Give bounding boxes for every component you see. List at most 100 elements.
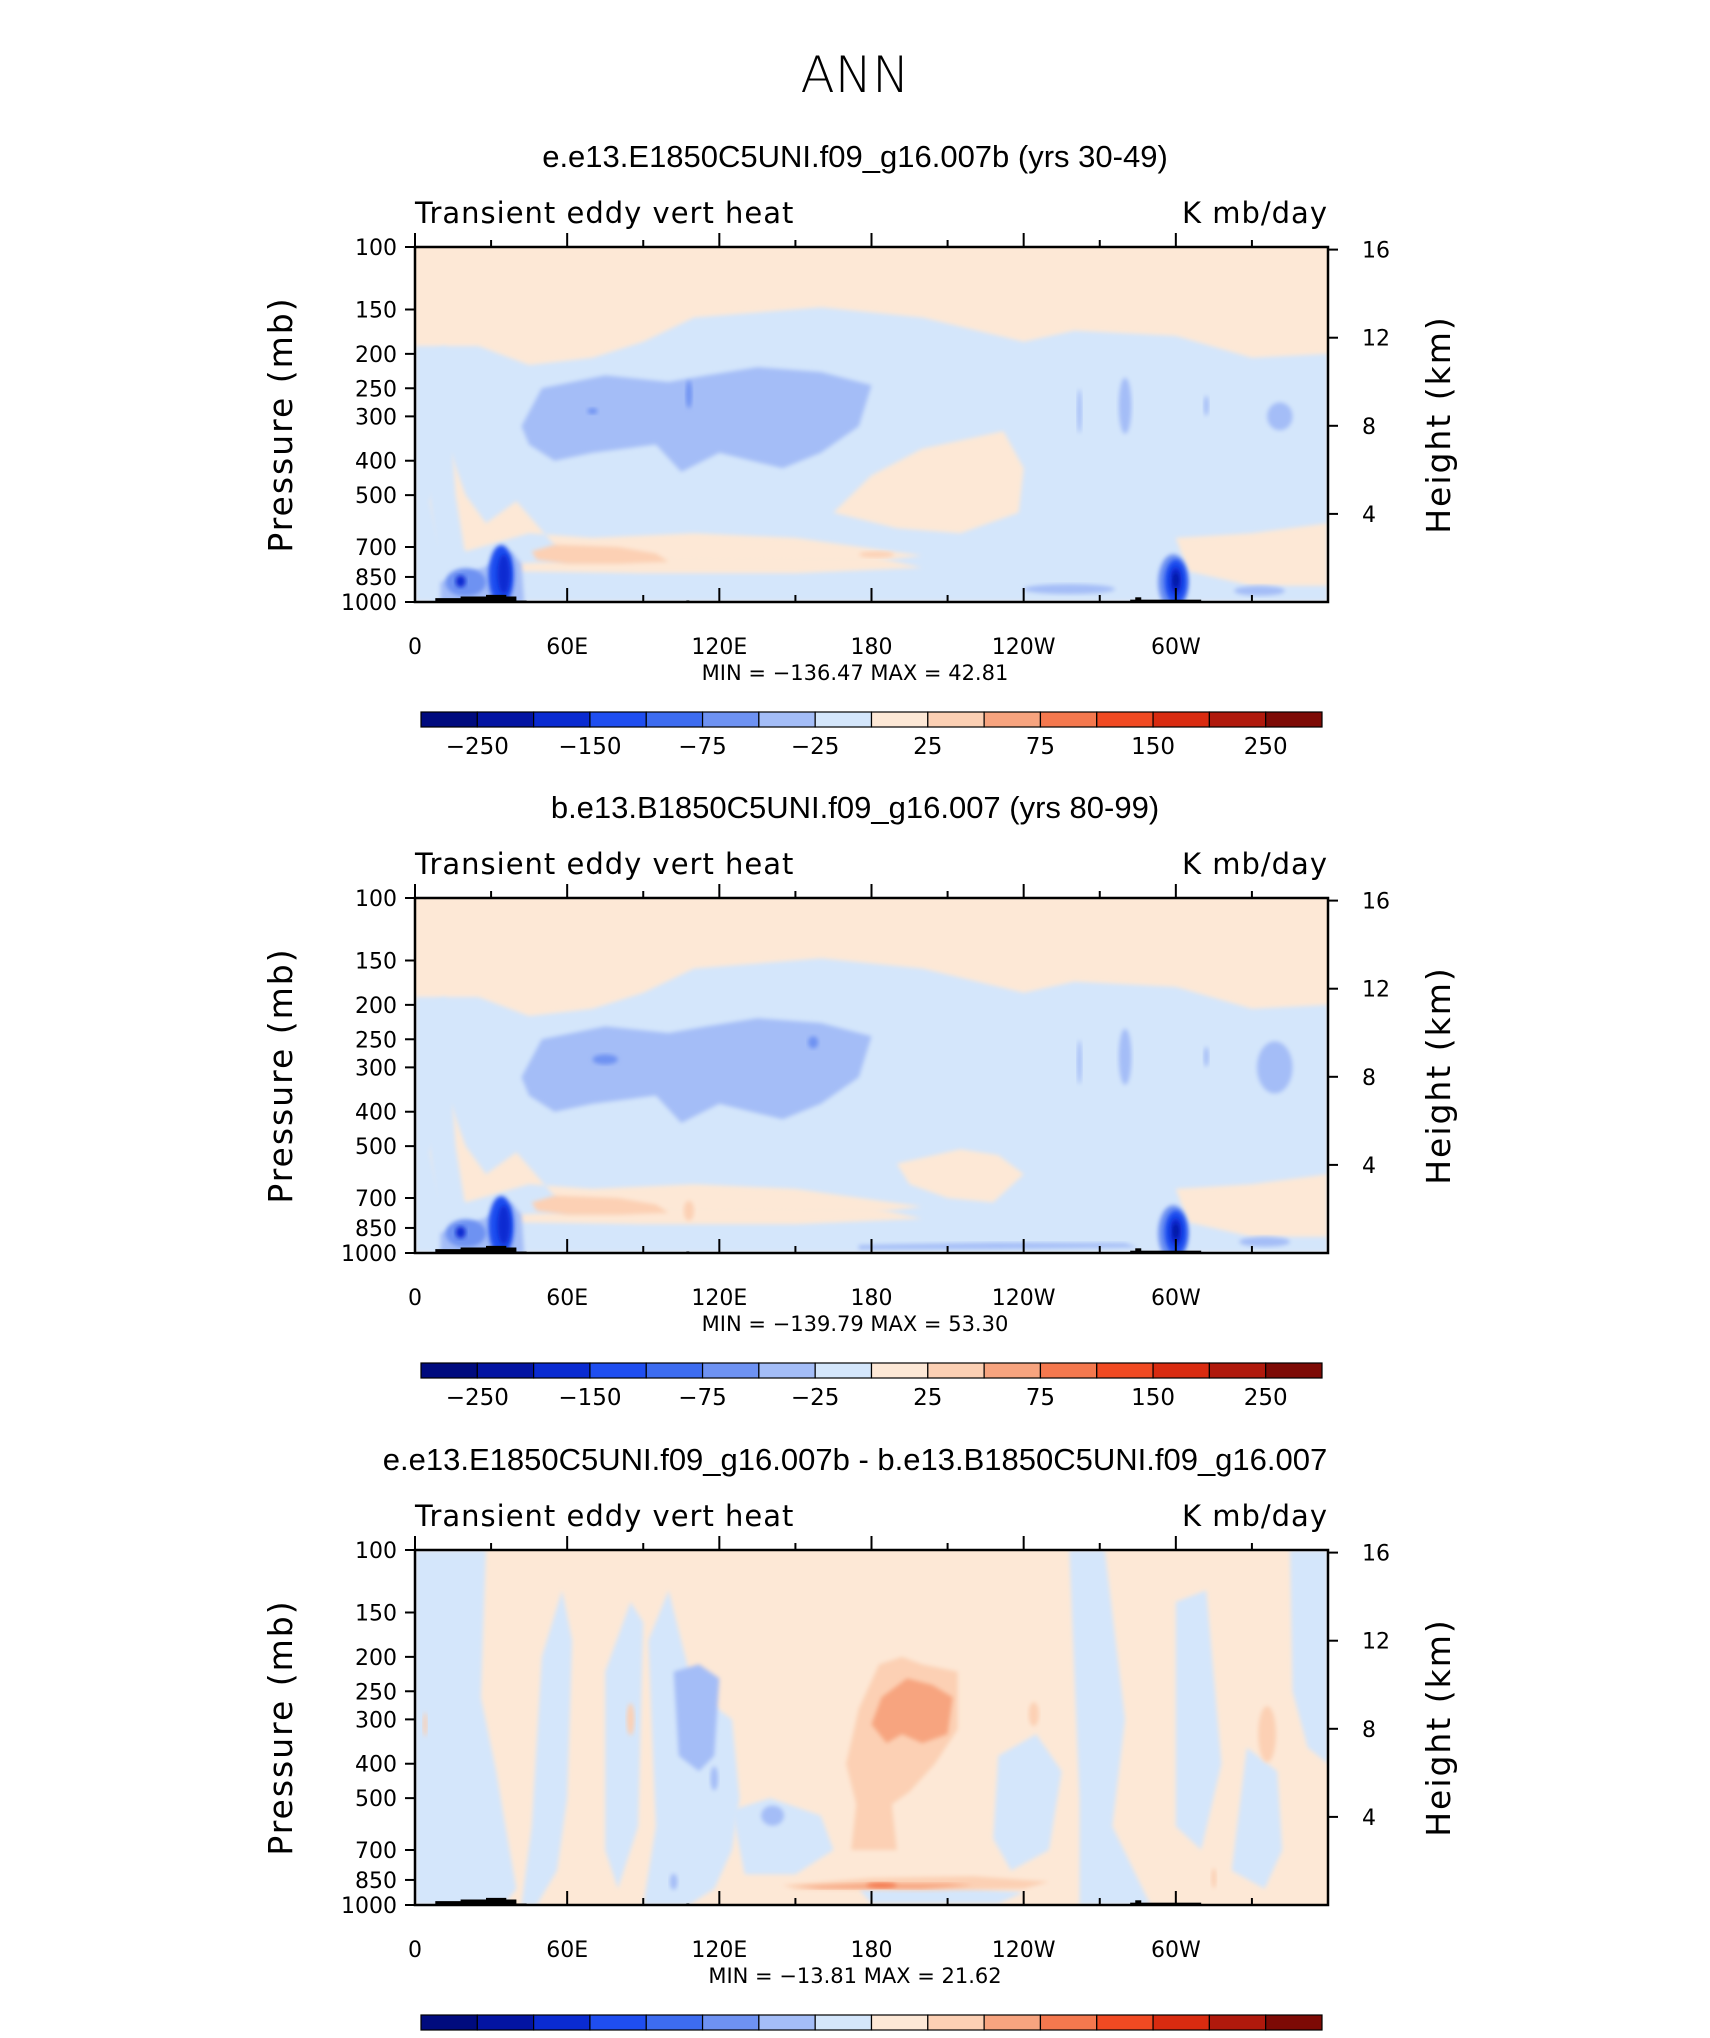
colorbar-label: −250	[446, 1385, 509, 1411]
panel-title: b.e13.B1850C5UNI.f09_g16.007 (yrs 80-99)	[551, 790, 1159, 825]
contour-region	[993, 1734, 1062, 1871]
y-tick-label: 250	[355, 1680, 397, 1705]
terrain-mask	[1135, 1900, 1142, 1905]
x-tick-label: 60W	[1151, 1938, 1201, 1963]
min-max-stats: MIN = −13.81 MAX = 21.62	[708, 1964, 1001, 1988]
y-tick-label: 200	[355, 1646, 397, 1671]
figure-title: ANN	[800, 46, 909, 104]
x-tick-label: 120W	[992, 635, 1056, 660]
contour-region	[710, 1766, 719, 1791]
contour-region	[445, 568, 487, 597]
contour-region	[1118, 377, 1132, 434]
x-tick-label: 180	[851, 635, 893, 660]
contour-region	[858, 1242, 1138, 1250]
colorbar-box	[983, 2014, 1042, 2031]
y-tick-label: 1000	[341, 1242, 397, 1267]
colorbar-box	[645, 711, 704, 728]
colorbar-box	[1265, 711, 1323, 728]
y-tick-label: 200	[355, 343, 397, 368]
colorbar-label: 150	[1131, 1385, 1175, 1411]
contour-region	[1267, 402, 1293, 431]
colorbar-label: −25	[791, 734, 840, 760]
contour-region	[833, 431, 1024, 534]
colorbar-box	[927, 1362, 985, 1379]
contour-region	[673, 1664, 720, 1772]
y2-tick-label: 8	[1362, 415, 1376, 440]
contour-region	[685, 380, 692, 409]
contour-region	[521, 1018, 872, 1123]
colorbar-box	[1039, 1362, 1098, 1379]
colorbar-box	[1265, 2014, 1323, 2031]
colorbar-box	[420, 1362, 478, 1379]
y-tick-label: 400	[355, 1101, 397, 1126]
right-string: K mb/day	[1182, 196, 1328, 230]
colorbar-box	[420, 2014, 478, 2031]
contour-region	[1290, 1550, 1328, 1764]
contour-region	[445, 1219, 487, 1248]
y-tick-label: 500	[355, 1787, 397, 1812]
colorbar-box	[420, 711, 478, 728]
y2-tick-label: 4	[1362, 1154, 1376, 1179]
contour-region	[497, 554, 511, 595]
min-max-stats: MIN = −139.79 MAX = 53.30	[702, 1312, 1009, 1336]
colorbar-box	[1265, 1362, 1323, 1379]
contour-region	[425, 997, 466, 1253]
contour-region	[1234, 585, 1285, 596]
contour-region	[1211, 1868, 1217, 1889]
y-tick-label: 150	[355, 1602, 397, 1627]
y2-tick-label: 4	[1362, 503, 1376, 528]
contour-region	[1175, 1590, 1222, 1850]
colorbar-box	[870, 2014, 929, 2031]
y-tick-label: 400	[355, 450, 397, 475]
x-tick-label: 120E	[691, 635, 747, 660]
x-tick-label: 180	[851, 1938, 893, 1963]
colorbar-box	[701, 1362, 760, 1379]
colorbar-box	[589, 1362, 647, 1379]
x-tick-label: 0	[408, 1286, 422, 1311]
y-tick-label: 700	[355, 536, 397, 561]
colorbar-box	[645, 2014, 704, 2031]
contour-region	[1077, 389, 1082, 434]
colorbar-box	[1208, 1362, 1267, 1379]
x-tick-label: 60E	[546, 635, 588, 660]
contour-region	[1175, 1174, 1328, 1237]
left-string: Transient eddy vert heat	[414, 847, 794, 881]
contour-region	[1172, 572, 1179, 589]
colorbar-label: 75	[1026, 734, 1055, 760]
colorbar-box	[1208, 711, 1267, 728]
y-tick-label: 100	[355, 236, 397, 261]
y-tick-label: 150	[355, 299, 397, 324]
x-tick-label: 60W	[1151, 1286, 1201, 1311]
contour-region	[455, 575, 466, 588]
contour-region	[455, 1226, 466, 1239]
contour-region	[669, 1873, 678, 1890]
terrain-mask	[1135, 597, 1142, 602]
contour-region	[1203, 395, 1209, 416]
contour-field	[415, 898, 1328, 1253]
colorbar-box	[870, 711, 929, 728]
colorbar-box	[1152, 711, 1210, 728]
contour-region	[1231, 1747, 1283, 1889]
colorbar-label: 75	[1026, 1385, 1055, 1411]
colorbar-label: 25	[913, 1385, 942, 1411]
contour-region	[531, 1195, 669, 1215]
y-tick-label: 300	[355, 405, 397, 430]
y2-axis-title: Height (km)	[1419, 315, 1458, 534]
colorbar-label: 25	[913, 734, 942, 760]
colorbar-box	[476, 711, 535, 728]
x-tick-label: 0	[408, 1938, 422, 1963]
colorbar-label: −150	[558, 1385, 621, 1411]
colorbar-box	[983, 1362, 1042, 1379]
contour-field	[415, 1550, 1328, 1905]
x-tick-label: 120E	[691, 1286, 747, 1311]
x-tick-label: 180	[851, 1286, 893, 1311]
y-tick-label: 400	[355, 1753, 397, 1778]
x-tick-label: 60E	[546, 1286, 588, 1311]
y-tick-label: 100	[355, 1539, 397, 1564]
y2-tick-label: 12	[1362, 1630, 1390, 1655]
contour-region	[531, 544, 669, 564]
x-tick-label: 120E	[691, 1938, 747, 1963]
y-axis-title: Pressure (mb)	[261, 296, 300, 552]
contour-region	[1069, 1550, 1151, 1905]
